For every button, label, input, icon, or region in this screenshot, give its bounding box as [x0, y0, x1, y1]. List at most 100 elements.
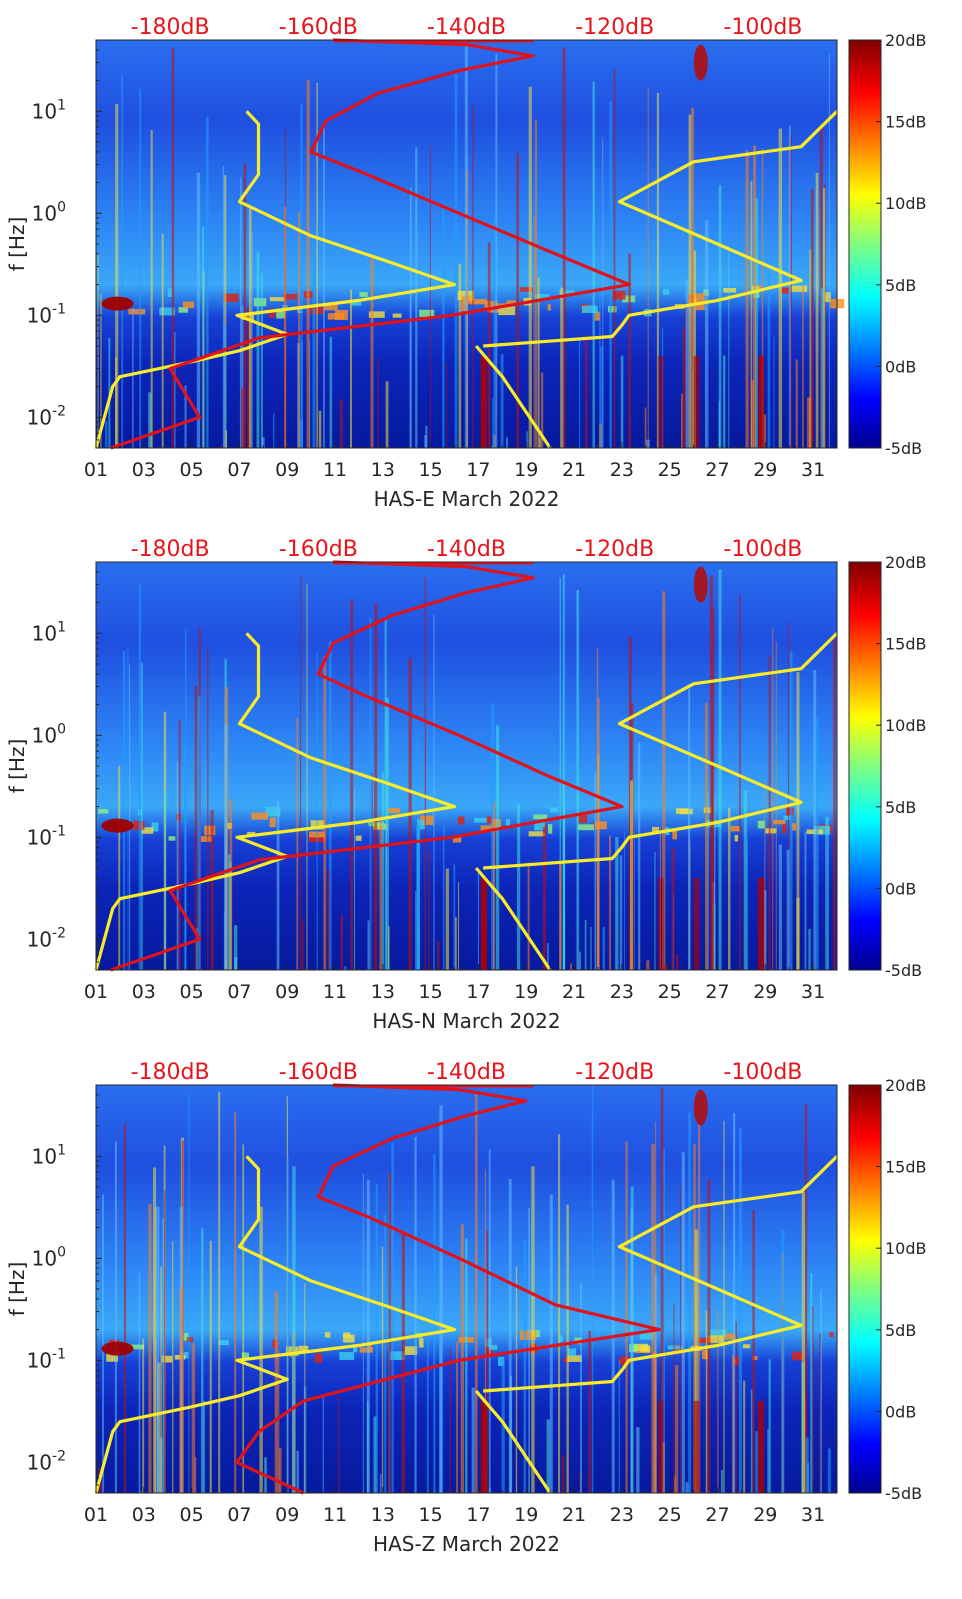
noise-streak [318, 410, 322, 448]
microseism-hotspot [101, 296, 134, 311]
noise-streak [366, 1401, 369, 1493]
microseism-band-cell [829, 1332, 834, 1338]
noise-streak [474, 1093, 478, 1493]
noise-streak [534, 119, 538, 448]
noise-streak [528, 86, 532, 449]
noise-streak [129, 664, 131, 970]
noise-streak [160, 1266, 162, 1493]
x-tick-label: 19 [514, 1504, 538, 1526]
noise-streak [630, 780, 634, 970]
noise-streak [541, 372, 544, 448]
noise-streak [630, 1208, 633, 1493]
event-column [480, 1400, 487, 1493]
noise-streak [191, 1343, 196, 1493]
noise-streak [344, 966, 347, 970]
noise-streak [562, 47, 566, 448]
x-tick-label: 05 [180, 1504, 204, 1526]
colorbar-label: 20dB [885, 31, 927, 50]
microseism-band-cell [151, 822, 159, 832]
noise-streak [591, 1085, 594, 1493]
y-tick-exponent: -2 [52, 1448, 66, 1464]
x-tick-label: 05 [180, 459, 204, 481]
microseism-band-cell [474, 817, 489, 823]
noise-streak [306, 583, 308, 970]
noise-streak [580, 1283, 582, 1493]
noise-streak [808, 397, 812, 448]
noise-streak [718, 184, 722, 448]
x-tick-label: 13 [371, 459, 395, 481]
x-tick-label: 17 [466, 1504, 490, 1526]
y-tick-exponent: -2 [52, 403, 66, 419]
noise-streak [634, 829, 636, 970]
noise-streak [735, 1321, 737, 1493]
noise-streak [662, 1149, 666, 1493]
model-curve-2 [483, 1155, 839, 1393]
noise-streak [815, 172, 819, 448]
noise-streak [761, 148, 764, 449]
noise-streak [298, 211, 301, 448]
noise-streak [651, 1144, 655, 1493]
microseism-band-cell [607, 306, 617, 313]
noise-streak [339, 399, 343, 448]
noise-streak [370, 256, 374, 448]
noise-streak [609, 101, 612, 448]
y-tick-base: 10 [27, 825, 52, 849]
noise-streak [338, 1395, 340, 1493]
noise-streak [442, 825, 445, 970]
microseism-band-cell [420, 815, 434, 825]
noise-streak [517, 804, 521, 970]
noise-streak [209, 1240, 212, 1493]
microseism-band-cell [420, 820, 426, 830]
noise-streak [778, 844, 782, 970]
noise-streak [385, 381, 389, 448]
noise-streak [728, 246, 730, 448]
colorbar [848, 1084, 882, 1494]
noise-streak [778, 128, 783, 448]
x-tick-label: 23 [610, 459, 634, 481]
noise-streak [227, 854, 231, 970]
event-column [758, 1400, 765, 1493]
microseism-band-cell [773, 820, 786, 825]
y-tick-label: 101 [32, 97, 66, 123]
panel-has-e: 01 03 05 07 09 11 13 15 17 19 21 23 25 27 29 3110-210-1… [5, 15, 927, 511]
y-tick-base: 10 [27, 405, 52, 429]
noise-streak [429, 143, 431, 448]
noise-streak [138, 1272, 141, 1493]
noise-streak [349, 289, 353, 448]
hf-hotspot [693, 44, 708, 81]
x-tick-label: 27 [705, 459, 729, 481]
noise-streak [242, 1144, 245, 1493]
y-tick-base: 10 [27, 1450, 52, 1474]
microseism-band-cell [498, 306, 516, 316]
y-tick-base: 10 [32, 1144, 57, 1168]
noise-streak [682, 327, 685, 448]
x-tick-label: 11 [323, 981, 347, 1003]
microseism-band-cell [559, 1335, 563, 1343]
x-tick-label: 09 [275, 981, 299, 1003]
microseism-band-cell [742, 1344, 751, 1349]
event-column [758, 877, 765, 970]
top-db-label: -140dB [427, 537, 506, 562]
noise-streak [239, 177, 242, 449]
x-axis-label: HAS-N March 2022 [372, 1009, 560, 1033]
colorbar-label: 20dB [885, 553, 927, 572]
station-psd-curve-3 [110, 560, 624, 972]
noise-streak [484, 1169, 487, 1493]
microseism-band-cell [323, 302, 338, 311]
noise-streak [176, 762, 179, 970]
top-db-label: -180dB [131, 15, 210, 40]
hf-hotspot [693, 566, 708, 603]
noise-streak [171, 47, 175, 449]
noise-streak [369, 618, 372, 970]
microseism-band-cell [106, 1353, 118, 1362]
noise-streak [644, 407, 647, 448]
noise-streak [762, 414, 767, 448]
noise-streak [197, 696, 201, 970]
microseism-band-cell [781, 287, 789, 294]
noise-streak [704, 220, 709, 448]
noise-streak [646, 960, 650, 970]
noise-streak [178, 719, 181, 970]
y-tick-exponent: -1 [52, 301, 66, 317]
noise-streak [428, 851, 430, 970]
